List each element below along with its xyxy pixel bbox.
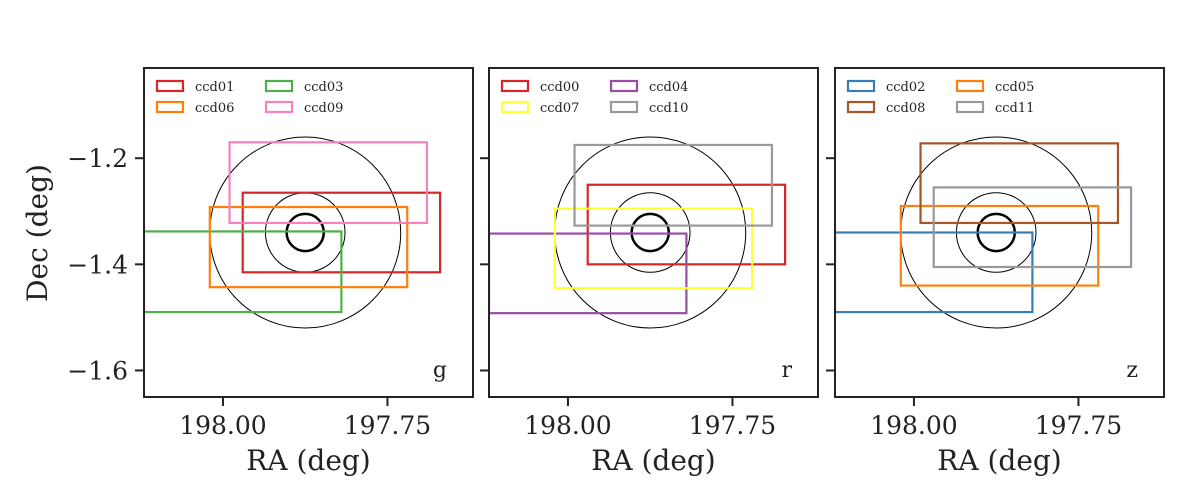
- x-axis-label: RA (deg): [246, 444, 370, 477]
- legend-label-ccd05: ccd05: [995, 80, 1034, 95]
- x-tick-label: 197.75: [344, 411, 431, 440]
- ccd-rect-ccd06: [208, 205, 409, 289]
- legend-label-ccd08: ccd08: [886, 101, 925, 116]
- legend-swatch-ccd00: [500, 79, 530, 93]
- legend-label-ccd10: ccd10: [649, 101, 688, 116]
- legend-label-ccd07: ccd07: [540, 101, 579, 116]
- panel-z: ccd02 ccd05 ccd08 ccd11 z 198.00 197.75 RA (deg…: [826, 67, 1165, 477]
- panel-frame: [488, 67, 819, 398]
- y-tick-label: −1.6: [67, 356, 128, 385]
- y-axis-label: Dec (deg): [21, 164, 54, 302]
- legend-label-ccd04: ccd04: [649, 80, 688, 95]
- plot-area-z: [835, 136, 1133, 329]
- legend-swatch-ccd06: [155, 100, 185, 114]
- panel-frame: [143, 67, 474, 398]
- legend-swatch-ccd07: [500, 100, 530, 114]
- y-tick-label: −1.4: [67, 250, 128, 279]
- band-label: g: [433, 358, 447, 383]
- panel-g: ccd01 ccd03 ccd06 ccd09 g 198.00 197.75 −1.2 −1.…: [67, 67, 474, 477]
- legend-label-ccd02: ccd02: [886, 80, 925, 95]
- legend-swatch-ccd01: [155, 79, 185, 93]
- legend-label-ccd06: ccd06: [195, 101, 234, 116]
- x-axis-label: RA (deg): [591, 444, 715, 477]
- x-tick-label: 197.75: [1035, 411, 1122, 440]
- band-label: z: [1126, 358, 1138, 383]
- y-tick-label: −1.2: [67, 144, 128, 173]
- legend-swatch-ccd03: [264, 79, 294, 93]
- ccd-rect-ccd05: [899, 204, 1100, 287]
- plot-area-r: [489, 136, 787, 329]
- panel-r: ccd00 ccd04 ccd07 ccd10 r 198.00 197.75 RA (deg…: [480, 67, 819, 477]
- x-tick-label: 197.75: [689, 411, 776, 440]
- ccd-rect-ccd08: [919, 142, 1120, 225]
- panel-frame: [834, 67, 1165, 398]
- legend-swatch-ccd04: [609, 79, 639, 93]
- x-axis-label: RA (deg): [937, 444, 1061, 477]
- legend-swatch-ccd09: [264, 100, 294, 114]
- legend-label-ccd01: ccd01: [195, 80, 234, 95]
- legend-swatch-ccd05: [955, 79, 985, 93]
- ccd-rect-ccd10: [573, 143, 774, 227]
- legend-label-ccd11: ccd11: [995, 101, 1034, 116]
- x-tick-label: 198.00: [179, 411, 266, 440]
- legend-label-ccd00: ccd00: [540, 80, 579, 95]
- legend-swatch-ccd08: [846, 100, 876, 114]
- ccd-rect-ccd07: [553, 207, 754, 290]
- plot-area-g: [144, 136, 442, 329]
- legend-label-ccd03: ccd03: [304, 80, 343, 95]
- x-tick-label: 198.00: [524, 411, 611, 440]
- ccd-rect-ccd11: [932, 186, 1133, 269]
- ccd-rect-ccd04: [489, 232, 688, 315]
- legend-label-ccd09: ccd09: [304, 101, 343, 116]
- x-tick-label: 198.00: [870, 411, 957, 440]
- ccd-rect-ccd03: [144, 230, 343, 314]
- ccd-rect-ccd09: [228, 141, 429, 225]
- legend-swatch-ccd11: [955, 100, 985, 114]
- legend-swatch-ccd02: [846, 79, 876, 93]
- band-label: r: [781, 358, 792, 383]
- legend-swatch-ccd10: [609, 100, 639, 114]
